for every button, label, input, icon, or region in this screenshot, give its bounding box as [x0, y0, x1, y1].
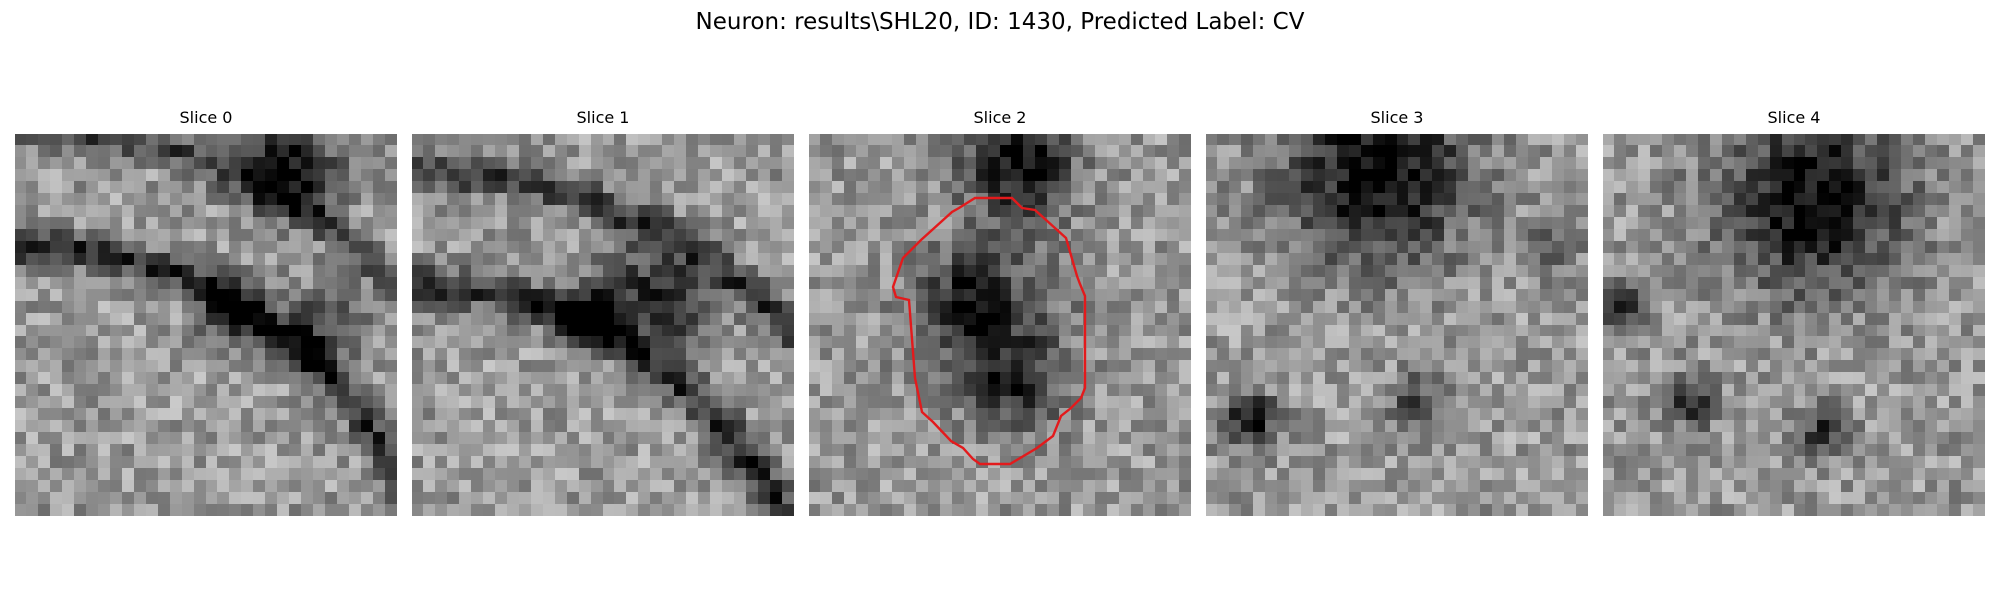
slice-title-1: Slice 1	[576, 108, 630, 127]
slice-panel-0: Slice 0	[15, 108, 397, 518]
figure-title: Neuron: results\SHL20, ID: 1430, Predict…	[695, 9, 1305, 35]
slice-title-0: Slice 0	[179, 108, 233, 127]
slice-image-3	[1206, 134, 1588, 516]
slice-panel-4: Slice 4	[1603, 108, 1985, 518]
slice-image-1	[412, 134, 794, 516]
slice-title-4: Slice 4	[1767, 108, 1821, 127]
slice-panel-3: Slice 3	[1206, 108, 1588, 518]
slice-title-3: Slice 3	[1370, 108, 1424, 127]
slice-image-2	[809, 134, 1191, 516]
slice-panel-1: Slice 1	[412, 108, 794, 518]
slice-title-2: Slice 2	[973, 108, 1027, 127]
slice-image-4	[1603, 134, 1985, 516]
slice-image-0	[15, 134, 397, 516]
slice-panel-2: Slice 2	[809, 108, 1191, 518]
